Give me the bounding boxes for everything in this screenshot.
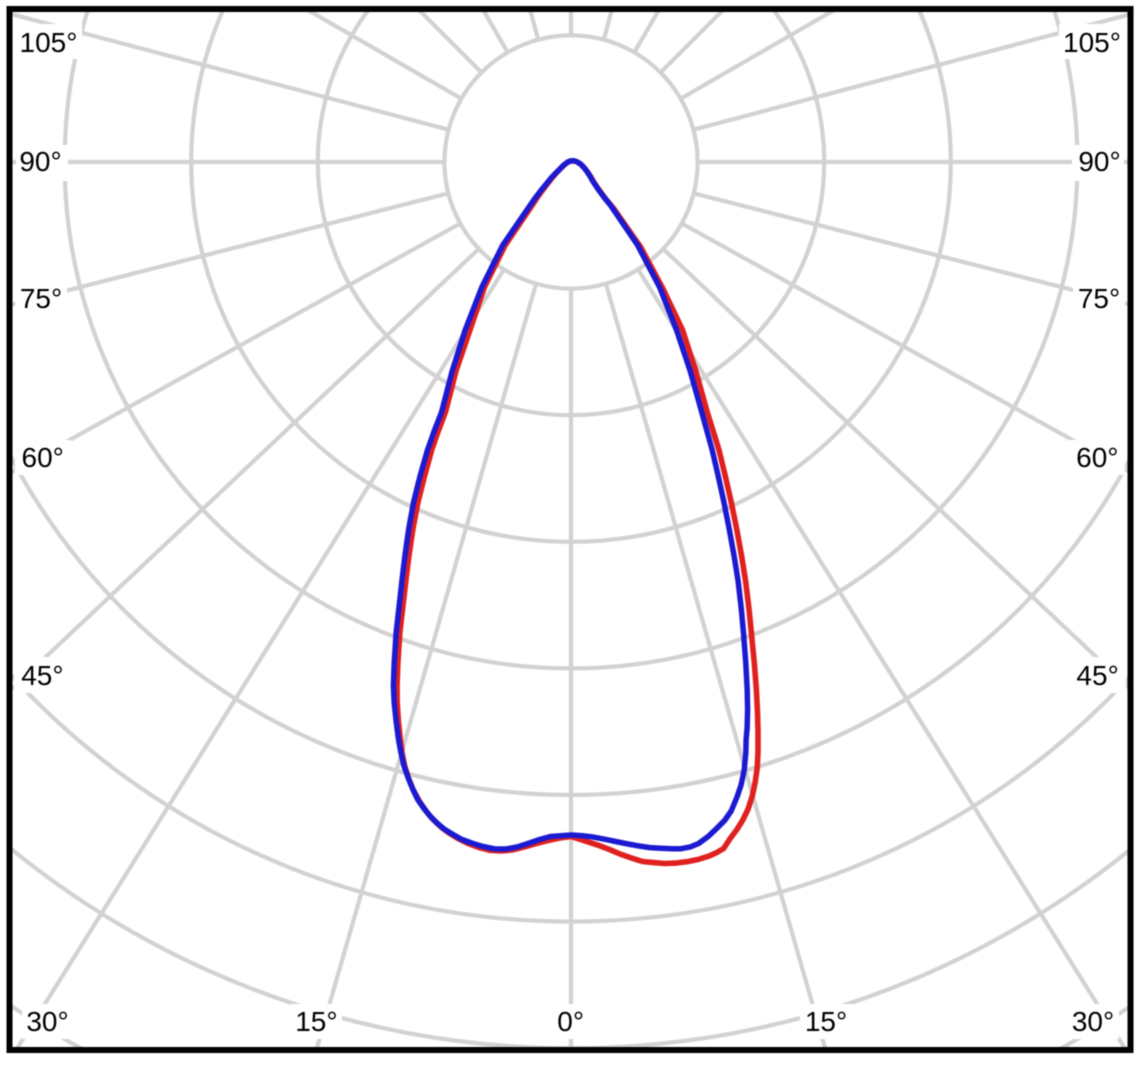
svg-text:105°: 105° [20, 27, 78, 58]
svg-text:75°: 75° [20, 283, 62, 314]
svg-text:45°: 45° [21, 660, 63, 691]
svg-text:0°: 0° [557, 1006, 584, 1037]
svg-text:15°: 15° [295, 1006, 337, 1037]
svg-text:90°: 90° [1078, 146, 1120, 177]
svg-text:90°: 90° [19, 146, 61, 177]
svg-text:15°: 15° [805, 1006, 847, 1037]
svg-text:45°: 45° [1076, 660, 1118, 691]
svg-text:30°: 30° [1072, 1006, 1114, 1037]
svg-text:60°: 60° [22, 442, 64, 473]
svg-text:60°: 60° [1076, 442, 1118, 473]
svg-text:105°: 105° [1063, 27, 1121, 58]
svg-text:75°: 75° [1078, 283, 1120, 314]
svg-text:30°: 30° [26, 1006, 68, 1037]
